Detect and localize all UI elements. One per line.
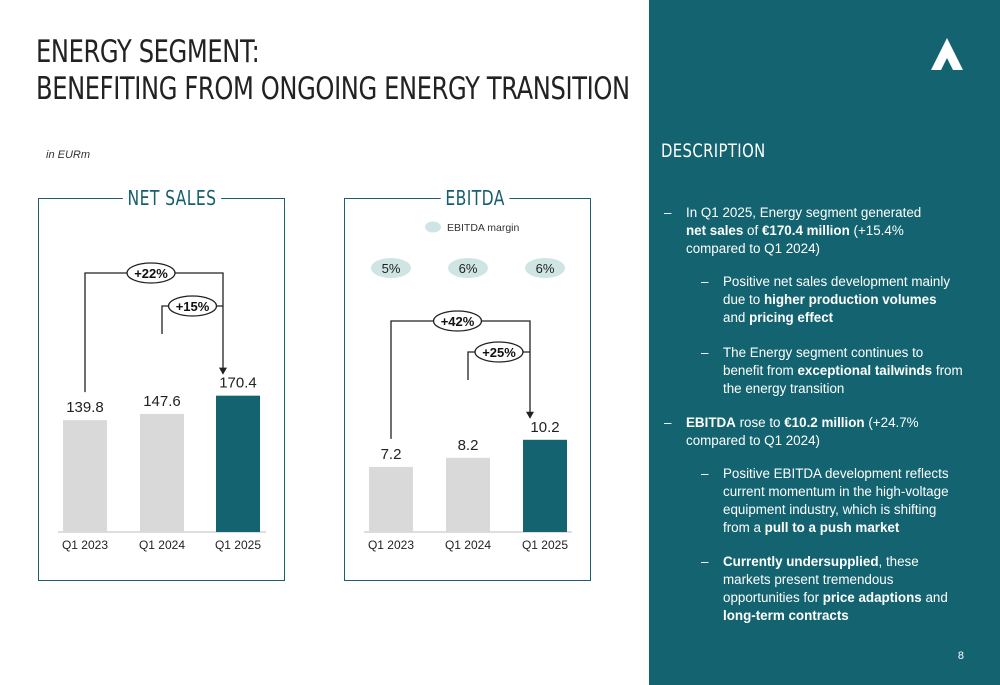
ebitda-panel: EBITDA — [344, 186, 591, 581]
page-title-line-1: ENERGY SEGMENT: — [36, 34, 260, 70]
dash-icon: – — [701, 345, 709, 360]
description-title: DESCRIPTION — [661, 140, 766, 162]
dash-icon: – — [701, 274, 709, 289]
logo-icon — [931, 38, 963, 70]
page-number: 8 — [957, 650, 964, 662]
unit-note: in EURm — [46, 149, 91, 161]
description-sidebar: DESCRIPTION – In Q1 2025, Energy segment … — [649, 0, 1000, 685]
bullet-undersupplied: – Currently undersupplied, these markets … — [701, 554, 948, 623]
net-sales-panel: NET SALES — [38, 186, 285, 581]
dash-icon: – — [701, 466, 709, 481]
dash-icon: – — [701, 554, 709, 569]
bullet-ebitda-drivers: – Positive EBITDA development reflects cu… — [701, 466, 949, 535]
bullet-ebitda: – EBITDA rose to €10.2 million (+24.7% co… — [664, 415, 919, 448]
bullet-net-sales-drivers: – Positive net sales development mainly d… — [701, 274, 951, 325]
dash-icon: – — [664, 205, 672, 220]
net-sales-title: NET SALES — [122, 186, 222, 210]
bullet-tailwinds: – The Energy segment continues to benefit… — [701, 345, 963, 396]
ebitda-title: EBITDA — [440, 186, 510, 210]
page-title-line-2: BENEFITING FROM ONGOING ENERGY TRANSITIO… — [36, 71, 630, 107]
dash-icon: – — [664, 415, 672, 430]
page-title: ENERGY SEGMENT: BENEFITING FROM ONGOING … — [36, 34, 630, 108]
bullet-net-sales: – In Q1 2025, Energy segment generated ne… — [664, 205, 922, 256]
